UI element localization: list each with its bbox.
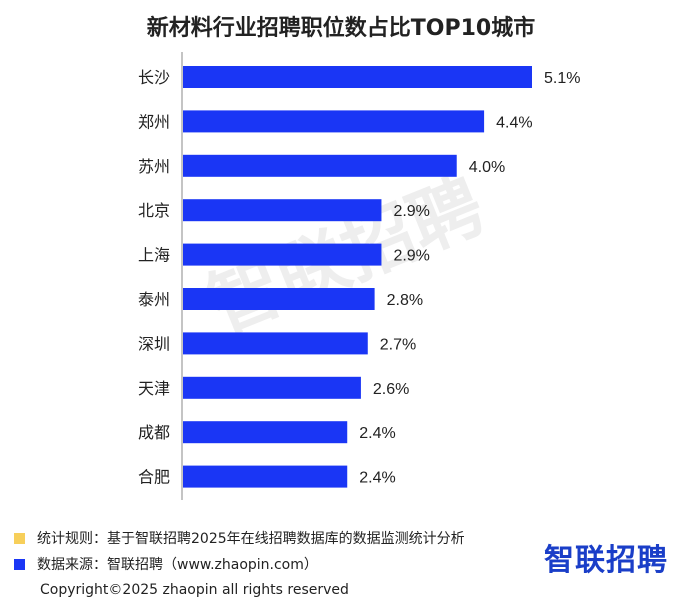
data-label: 4.4%: [496, 114, 532, 131]
data-label: 2.4%: [359, 470, 395, 487]
data-label: 2.9%: [393, 248, 429, 265]
statistics-rule-text: 统计规则：基于智联招聘2025年在线招聘数据库的数据监测统计分析: [37, 531, 465, 547]
category-label: 苏州: [138, 157, 170, 176]
category-label: 长沙: [138, 68, 170, 87]
bar: [183, 66, 532, 88]
bar: [183, 154, 457, 177]
category-label: 上海: [138, 246, 170, 265]
copyright-text: Copyright©2025 zhaopin all rights reserv…: [40, 582, 349, 598]
data-source-note: 数据来源：智联招聘（www.zhaopin.com）: [14, 554, 318, 574]
data-label: 2.9%: [393, 203, 429, 220]
statistics-rule-note: 统计规则：基于智联招聘2025年在线招聘数据库的数据监测统计分析: [14, 528, 465, 548]
data-label: 2.4%: [359, 425, 395, 442]
category-label: 深圳: [138, 334, 170, 353]
category-label: 合肥: [138, 468, 170, 487]
category-label: 郑州: [138, 112, 170, 131]
category-label: 天津: [138, 379, 170, 398]
category-label: 成都: [138, 423, 170, 442]
data-label: 2.7%: [380, 336, 416, 353]
chart-title: 新材料行业招聘职位数占比TOP10城市: [146, 16, 536, 41]
bar: [183, 376, 361, 399]
data-label: 2.6%: [373, 381, 409, 398]
bar: [183, 110, 485, 133]
bar: [183, 421, 348, 444]
yellow-square-icon: [14, 532, 25, 544]
category-label: 泰州: [138, 290, 170, 309]
bar: [183, 465, 348, 488]
bar: [183, 288, 375, 310]
data-label: 5.1%: [544, 70, 580, 87]
bar: [183, 243, 382, 266]
bar-chart: 长沙 5.1% 郑州 4.4% 苏州 4.0% 北京 2.9% 上海 2.9% 泰州 2.8% 深圳 2.…: [138, 52, 580, 500]
zhaopin-logo: 智联招聘: [544, 543, 668, 578]
data-label: 2.8%: [387, 292, 423, 309]
category-label: 北京: [138, 201, 170, 220]
data-label: 4.0%: [469, 159, 505, 176]
blue-square-icon: [14, 558, 25, 570]
bar: [183, 199, 382, 222]
data-source-text: 数据来源：智联招聘（www.zhaopin.com）: [37, 557, 318, 573]
bar: [183, 332, 368, 355]
